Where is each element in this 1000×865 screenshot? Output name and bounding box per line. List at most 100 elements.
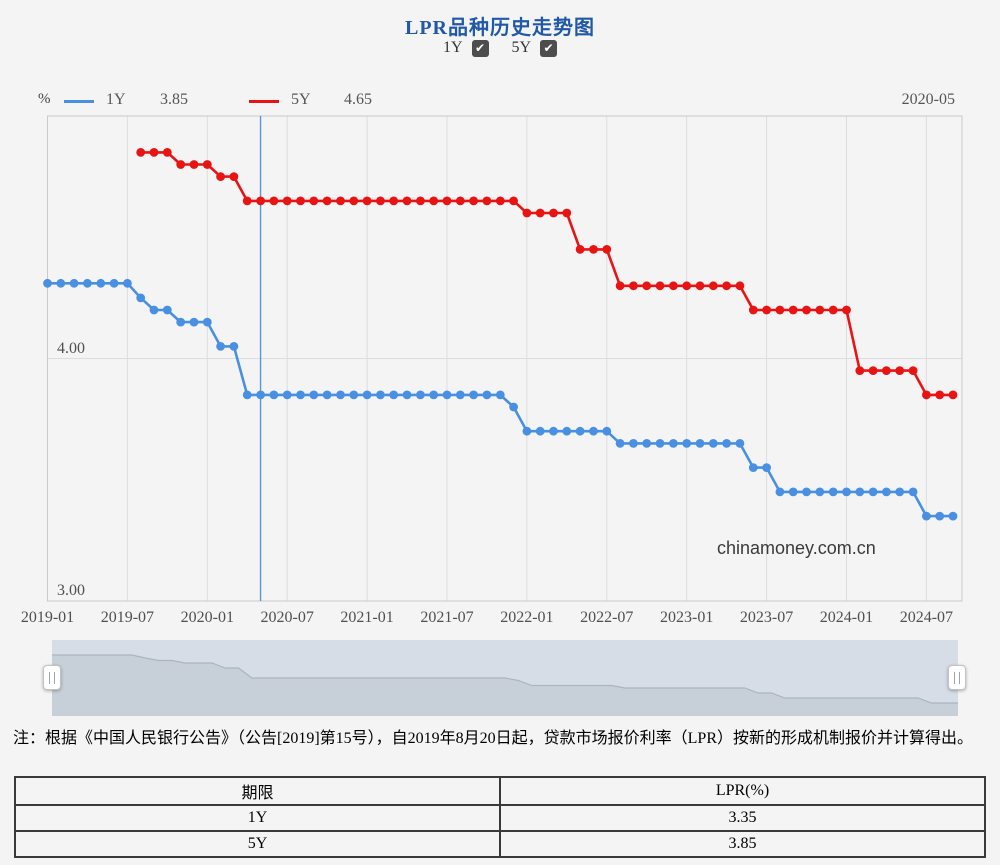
lpr-rate-table: 期限LPR(%) 1Y3.355Y3.85: [14, 776, 986, 858]
data-point-1y: [616, 439, 625, 448]
data-point-1y: [456, 391, 465, 400]
data-point-1y: [216, 342, 225, 351]
data-point-1y: [496, 391, 505, 400]
navigator-left-handle[interactable]: [43, 665, 61, 690]
data-point-5y: [176, 160, 185, 169]
checkbox-1y[interactable]: ✔: [472, 40, 489, 57]
data-point-1y: [416, 391, 425, 400]
data-point-5y: [922, 391, 931, 400]
checkmark-icon: ✔: [475, 42, 485, 54]
data-point-1y: [789, 488, 798, 497]
x-tick-label: 2023-01: [647, 609, 727, 627]
data-point-5y: [403, 197, 412, 206]
data-point-1y: [43, 279, 52, 288]
data-point-5y: [469, 197, 478, 206]
data-point-5y: [882, 366, 891, 375]
data-point-1y: [349, 391, 358, 400]
data-point-1y: [469, 391, 478, 400]
data-point-5y: [483, 197, 492, 206]
data-point-5y: [616, 281, 625, 290]
data-point-5y: [296, 197, 305, 206]
data-point-1y: [283, 391, 292, 400]
x-tick-label: 2024-07: [886, 609, 966, 627]
data-point-1y: [736, 439, 745, 448]
tooltip-value-1y: 3.85: [160, 91, 188, 109]
data-point-1y: [363, 391, 372, 400]
data-point-1y: [629, 439, 638, 448]
data-point-1y: [602, 427, 611, 436]
data-point-5y: [722, 281, 731, 290]
data-point-5y: [523, 209, 532, 218]
data-point-1y: [549, 427, 558, 436]
data-point-5y: [509, 197, 518, 206]
data-point-1y: [150, 306, 159, 315]
legend-label-5y: 5Y: [291, 91, 311, 109]
data-point-1y: [696, 439, 705, 448]
tooltip-value-5y: 4.65: [344, 91, 372, 109]
data-point-1y: [443, 391, 452, 400]
data-point-5y: [736, 281, 745, 290]
checkbox-5y[interactable]: ✔: [540, 40, 557, 57]
data-point-1y: [722, 439, 731, 448]
data-point-1y: [256, 391, 265, 400]
data-point-5y: [243, 197, 252, 206]
range-navigator[interactable]: [52, 640, 958, 716]
data-point-1y: [829, 488, 838, 497]
data-point-1y: [296, 391, 305, 400]
data-point-1y: [922, 512, 931, 521]
data-point-5y: [815, 306, 824, 315]
data-point-1y: [83, 279, 92, 288]
data-point-5y: [256, 197, 265, 206]
lpr-chart-page: LPR品种历史走势图 1Y ✔ 5Y ✔ % 1Y 3.85 5Y 4.65 2…: [0, 0, 1000, 865]
data-point-1y: [323, 391, 332, 400]
data-point-1y: [270, 391, 279, 400]
data-point-5y: [602, 245, 611, 254]
data-point-5y: [696, 281, 705, 290]
x-tick-label: 2021-07: [407, 609, 487, 627]
data-point-1y: [882, 488, 891, 497]
data-point-1y: [336, 391, 345, 400]
data-point-5y: [669, 281, 678, 290]
footnote: 注：根据《中国人民银行公告》（公告[2019]第15号），自2019年8月20日…: [13, 726, 989, 751]
data-point-5y: [656, 281, 665, 290]
data-point-5y: [762, 306, 771, 315]
data-point-1y: [403, 391, 412, 400]
page-title: LPR品种历史走势图: [0, 11, 1000, 40]
table-header-cell: LPR(%): [500, 777, 985, 805]
data-point-5y: [203, 160, 212, 169]
data-point-5y: [709, 281, 718, 290]
data-point-1y: [869, 488, 878, 497]
data-point-5y: [416, 197, 425, 206]
data-point-5y: [789, 306, 798, 315]
data-point-5y: [909, 366, 918, 375]
navigator-right-handle[interactable]: [948, 665, 966, 690]
drag-grip-icon: [954, 672, 960, 684]
data-point-5y: [163, 148, 172, 157]
data-point-5y: [230, 172, 239, 181]
table-cell: 3.85: [500, 831, 985, 857]
y-tick-label: 4.00: [57, 340, 85, 358]
data-point-5y: [895, 366, 904, 375]
x-tick-label: 2019-01: [8, 609, 88, 627]
x-tick-label: 2021-01: [327, 609, 407, 627]
data-point-5y: [309, 197, 318, 206]
data-point-5y: [802, 306, 811, 315]
data-point-5y: [283, 197, 292, 206]
checkmark-icon: ✔: [544, 42, 554, 54]
data-point-5y: [363, 197, 372, 206]
data-point-1y: [429, 391, 438, 400]
table-cell: 5Y: [15, 831, 500, 857]
x-tick-label: 2022-01: [487, 609, 567, 627]
drag-grip-icon: [49, 672, 55, 684]
navigator-area: [52, 655, 958, 716]
data-point-1y: [576, 427, 585, 436]
series-toggle-row: 1Y ✔ 5Y ✔: [0, 39, 1000, 57]
x-tick-label: 2024-01: [806, 609, 886, 627]
data-point-1y: [682, 439, 691, 448]
data-point-1y: [669, 439, 678, 448]
x-tick-label: 2022-07: [567, 609, 647, 627]
data-point-1y: [842, 488, 851, 497]
data-point-5y: [136, 148, 145, 157]
data-point-5y: [829, 306, 838, 315]
table-cell: 3.35: [500, 805, 985, 831]
